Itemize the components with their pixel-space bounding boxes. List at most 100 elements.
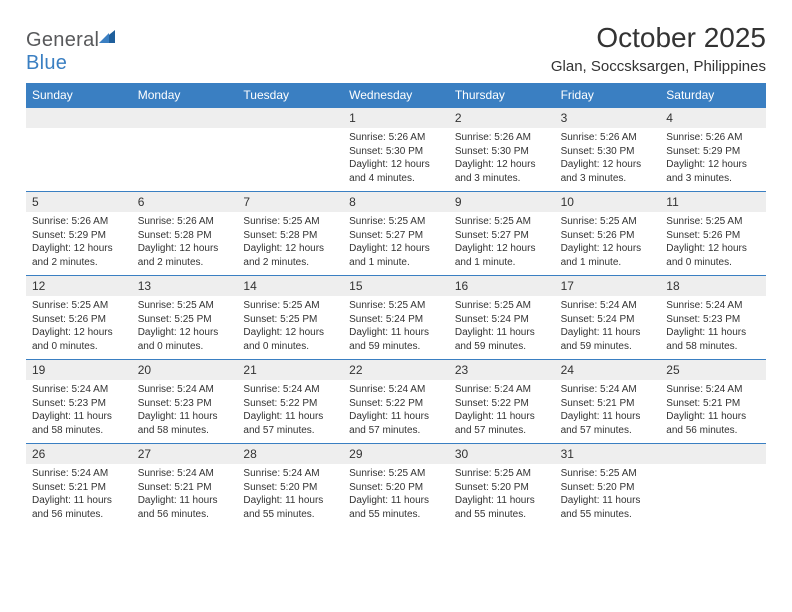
daylight-text: Daylight: 12 hours and 3 minutes. (561, 158, 655, 185)
sunrise-text: Sunrise: 5:25 AM (455, 299, 549, 313)
sunset-text: Sunset: 5:23 PM (666, 313, 760, 327)
day-cell: Sunrise: 5:24 AMSunset: 5:21 PMDaylight:… (660, 380, 766, 443)
title-block: October 2025 Glan, Soccsksargen, Philipp… (551, 22, 766, 75)
sunset-text: Sunset: 5:27 PM (455, 229, 549, 243)
day-cell: Sunrise: 5:24 AMSunset: 5:21 PMDaylight:… (26, 464, 132, 527)
sunset-text: Sunset: 5:29 PM (32, 229, 126, 243)
daylight-text: Daylight: 12 hours and 3 minutes. (455, 158, 549, 185)
day-header: Wednesday (343, 83, 449, 107)
sunset-text: Sunset: 5:23 PM (32, 397, 126, 411)
day-header: Friday (555, 83, 661, 107)
sunrise-text: Sunrise: 5:26 AM (455, 131, 549, 145)
day-number: 22 (343, 360, 449, 380)
day-cell: Sunrise: 5:24 AMSunset: 5:21 PMDaylight:… (555, 380, 661, 443)
day-header: Tuesday (237, 83, 343, 107)
daylight-text: Daylight: 12 hours and 1 minute. (561, 242, 655, 269)
week-daynum-row: 12131415161718 (26, 275, 766, 296)
sunset-text: Sunset: 5:30 PM (561, 145, 655, 159)
daylight-text: Daylight: 12 hours and 4 minutes. (349, 158, 443, 185)
week-daynum-row: 19202122232425 (26, 359, 766, 380)
day-number: 11 (660, 192, 766, 212)
sunset-text: Sunset: 5:24 PM (349, 313, 443, 327)
day-cell (660, 464, 766, 527)
logo-word2: Blue (26, 52, 67, 74)
sunrise-text: Sunrise: 5:25 AM (32, 299, 126, 313)
day-number: 9 (449, 192, 555, 212)
sunset-text: Sunset: 5:27 PM (349, 229, 443, 243)
daylight-text: Daylight: 11 hours and 55 minutes. (455, 494, 549, 521)
header: GeneralBlue October 2025 Glan, Soccsksar… (26, 22, 766, 75)
daylight-text: Daylight: 11 hours and 57 minutes. (243, 410, 337, 437)
sunrise-text: Sunrise: 5:24 AM (561, 299, 655, 313)
daylight-text: Daylight: 12 hours and 0 minutes. (243, 326, 337, 353)
day-cell: Sunrise: 5:24 AMSunset: 5:21 PMDaylight:… (132, 464, 238, 527)
daylight-text: Daylight: 11 hours and 58 minutes. (32, 410, 126, 437)
day-cell: Sunrise: 5:26 AMSunset: 5:28 PMDaylight:… (132, 212, 238, 275)
day-cell: Sunrise: 5:24 AMSunset: 5:22 PMDaylight:… (343, 380, 449, 443)
daylight-text: Daylight: 12 hours and 0 minutes. (666, 242, 760, 269)
day-number: 27 (132, 444, 238, 464)
day-number: 1 (343, 108, 449, 128)
sunrise-text: Sunrise: 5:25 AM (666, 215, 760, 229)
sunset-text: Sunset: 5:30 PM (349, 145, 443, 159)
daylight-text: Daylight: 12 hours and 1 minute. (349, 242, 443, 269)
sunset-text: Sunset: 5:22 PM (349, 397, 443, 411)
day-cell: Sunrise: 5:26 AMSunset: 5:30 PMDaylight:… (449, 128, 555, 191)
day-number: 10 (555, 192, 661, 212)
sunrise-text: Sunrise: 5:26 AM (349, 131, 443, 145)
day-cell: Sunrise: 5:24 AMSunset: 5:20 PMDaylight:… (237, 464, 343, 527)
sunrise-text: Sunrise: 5:25 AM (455, 467, 549, 481)
day-header: Monday (132, 83, 238, 107)
daylight-text: Daylight: 11 hours and 59 minutes. (561, 326, 655, 353)
day-number: 2 (449, 108, 555, 128)
day-cell: Sunrise: 5:25 AMSunset: 5:26 PMDaylight:… (26, 296, 132, 359)
daylight-text: Daylight: 12 hours and 3 minutes. (666, 158, 760, 185)
daylight-text: Daylight: 11 hours and 56 minutes. (666, 410, 760, 437)
day-number: 23 (449, 360, 555, 380)
sunrise-text: Sunrise: 5:26 AM (666, 131, 760, 145)
day-number: 24 (555, 360, 661, 380)
logo: GeneralBlue (26, 22, 119, 75)
sunrise-text: Sunrise: 5:25 AM (349, 299, 443, 313)
sunrise-text: Sunrise: 5:26 AM (561, 131, 655, 145)
sunrise-text: Sunrise: 5:24 AM (243, 383, 337, 397)
daylight-text: Daylight: 12 hours and 0 minutes. (138, 326, 232, 353)
daylight-text: Daylight: 12 hours and 0 minutes. (32, 326, 126, 353)
daylight-text: Daylight: 12 hours and 1 minute. (455, 242, 549, 269)
sunrise-text: Sunrise: 5:25 AM (243, 215, 337, 229)
day-cell (26, 128, 132, 191)
sunrise-text: Sunrise: 5:24 AM (455, 383, 549, 397)
day-number (660, 444, 766, 464)
sunset-text: Sunset: 5:21 PM (666, 397, 760, 411)
day-cell: Sunrise: 5:25 AMSunset: 5:26 PMDaylight:… (660, 212, 766, 275)
sunrise-text: Sunrise: 5:24 AM (666, 383, 760, 397)
sunrise-text: Sunrise: 5:24 AM (666, 299, 760, 313)
day-header: Thursday (449, 83, 555, 107)
sunset-text: Sunset: 5:20 PM (561, 481, 655, 495)
daylight-text: Daylight: 11 hours and 57 minutes. (455, 410, 549, 437)
daylight-text: Daylight: 11 hours and 55 minutes. (243, 494, 337, 521)
day-cell: Sunrise: 5:24 AMSunset: 5:22 PMDaylight:… (449, 380, 555, 443)
day-cell: Sunrise: 5:25 AMSunset: 5:20 PMDaylight:… (449, 464, 555, 527)
day-number: 13 (132, 276, 238, 296)
sunset-text: Sunset: 5:21 PM (138, 481, 232, 495)
day-cell: Sunrise: 5:25 AMSunset: 5:27 PMDaylight:… (343, 212, 449, 275)
sunset-text: Sunset: 5:26 PM (32, 313, 126, 327)
day-cell: Sunrise: 5:25 AMSunset: 5:25 PMDaylight:… (237, 296, 343, 359)
month-title: October 2025 (551, 22, 766, 54)
sunrise-text: Sunrise: 5:24 AM (32, 467, 126, 481)
sunrise-text: Sunrise: 5:24 AM (561, 383, 655, 397)
day-cell: Sunrise: 5:24 AMSunset: 5:23 PMDaylight:… (132, 380, 238, 443)
day-number: 21 (237, 360, 343, 380)
week-daynum-row: 567891011 (26, 191, 766, 212)
sunrise-text: Sunrise: 5:24 AM (138, 467, 232, 481)
day-number: 3 (555, 108, 661, 128)
sunset-text: Sunset: 5:20 PM (349, 481, 443, 495)
sunrise-text: Sunrise: 5:25 AM (561, 467, 655, 481)
day-number: 29 (343, 444, 449, 464)
sunset-text: Sunset: 5:29 PM (666, 145, 760, 159)
sunset-text: Sunset: 5:21 PM (561, 397, 655, 411)
sunrise-text: Sunrise: 5:25 AM (455, 215, 549, 229)
daylight-text: Daylight: 11 hours and 56 minutes. (138, 494, 232, 521)
sunrise-text: Sunrise: 5:24 AM (349, 383, 443, 397)
